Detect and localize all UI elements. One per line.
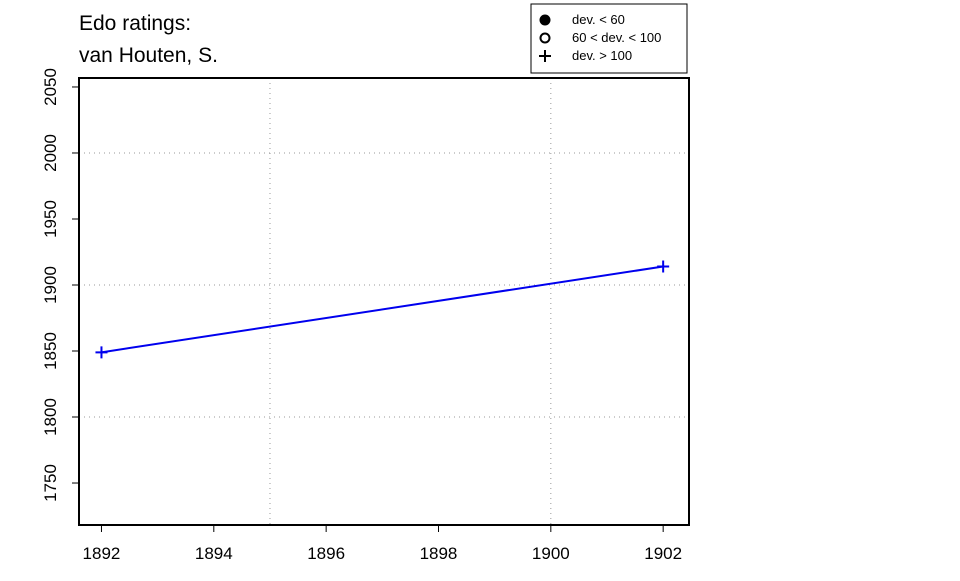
x-tick-label: 1896: [307, 544, 345, 563]
legend-symbol: [539, 14, 551, 26]
y-tick-label: 1850: [41, 332, 60, 370]
legend-symbol: [539, 50, 551, 62]
point: [657, 260, 670, 273]
chart-title: Edo ratings:: [79, 12, 191, 35]
x-tick-label: 1892: [83, 544, 121, 563]
y-tick-label: 1900: [41, 266, 60, 304]
plot-frame: [78, 77, 690, 526]
y-tick-label: 2000: [41, 134, 60, 172]
legend-symbol: [539, 32, 551, 44]
point: [95, 346, 108, 359]
legend-label: dev. < 60: [572, 12, 625, 27]
x-tick-label: 1900: [532, 544, 570, 563]
x-tick-label: 1898: [420, 544, 458, 563]
legend-label: dev. > 100: [572, 48, 632, 63]
x-tick-label: 1894: [195, 544, 233, 563]
legend-box: [530, 3, 688, 74]
y-tick-label: 1950: [41, 200, 60, 238]
x-tick-label: 1902: [644, 544, 682, 563]
line: [101, 265, 664, 354]
y-tick-label: 1800: [41, 398, 60, 436]
chart-subtitle: van Houten, S.: [79, 44, 218, 67]
y-tick-label: 2050: [41, 68, 60, 106]
legend-label: 60 < dev. < 100: [572, 30, 661, 45]
y-tick-label: 1750: [41, 464, 60, 502]
